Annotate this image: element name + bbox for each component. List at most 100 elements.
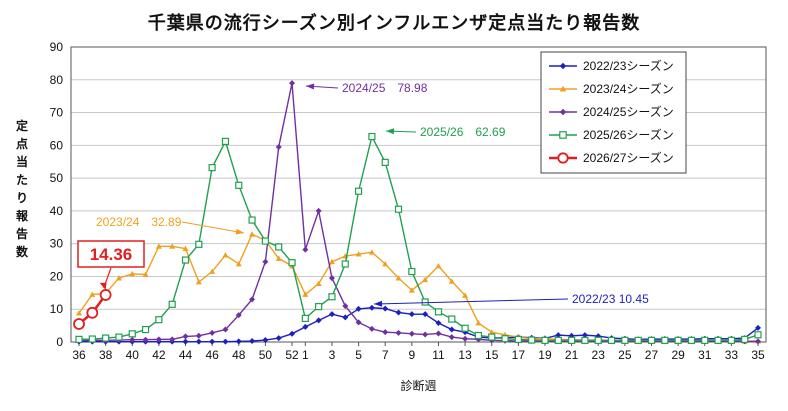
legend-item-1: 2023/24シーズン [549, 81, 674, 96]
data-point [73, 318, 85, 330]
data-point [115, 275, 122, 281]
data-point [741, 335, 749, 343]
data-point [448, 315, 456, 323]
data-point [86, 306, 99, 319]
x-tick-label: 9 [408, 348, 415, 362]
y-tick-label: 20 [50, 269, 64, 283]
data-point [701, 336, 709, 344]
data-point [621, 336, 629, 344]
data-point [368, 325, 375, 332]
data-point [368, 132, 376, 141]
series-0 [76, 304, 761, 345]
legend-marker [559, 131, 567, 139]
legend: 2022/23シーズン 2023/24シーズン 2024/25シーズン 2025/26… [540, 51, 687, 174]
annotation-arrowhead [306, 83, 315, 90]
data-point [328, 258, 335, 265]
data-point [302, 246, 309, 253]
y-tick-label: 50 [50, 171, 64, 185]
annotation-arrowhead [235, 228, 244, 235]
legend-marker [559, 85, 567, 92]
y-axis-label-char: り [16, 191, 28, 205]
data-point [289, 330, 296, 337]
data-point [341, 260, 349, 268]
data-point [235, 181, 243, 189]
y-axis-label-char: 数 [16, 244, 29, 259]
data-point [555, 332, 562, 339]
data-point [195, 332, 202, 339]
data-point [142, 271, 149, 277]
data-point [355, 251, 362, 257]
y-axis-label-char: 定 [16, 118, 28, 133]
x-tick-label: 13 [458, 348, 472, 362]
annotation-label: 2022/23 10.45 [572, 292, 649, 306]
data-point [661, 336, 669, 344]
data-point [448, 326, 455, 333]
x-tick-label: 29 [671, 348, 685, 362]
data-point [395, 275, 402, 281]
data-point [448, 278, 455, 284]
data-point [275, 143, 282, 150]
data-point [275, 335, 282, 342]
annotation-arrowhead [386, 128, 395, 135]
data-point [288, 259, 296, 267]
data-point [302, 291, 309, 297]
data-point [235, 260, 242, 267]
data-point [262, 337, 269, 344]
data-point [435, 319, 442, 326]
annotation-arrow [373, 298, 569, 305]
data-point [755, 338, 761, 345]
data-point [354, 187, 363, 195]
annotation-label: 14.36 [90, 245, 133, 264]
x-tick-label: 19 [538, 348, 552, 362]
y-tick-label: 30 [50, 237, 64, 251]
data-point [581, 336, 589, 344]
x-tick-label: 33 [725, 348, 739, 362]
data-point [727, 336, 735, 344]
data-point [355, 319, 362, 326]
data-point [408, 330, 415, 337]
y-tick-label: 90 [50, 40, 64, 54]
annotation-3: 2022/23 10.45 [373, 292, 649, 307]
y-tick-label: 60 [50, 138, 64, 152]
data-point [435, 330, 442, 337]
x-tick-label: 40 [126, 348, 140, 362]
data-point [129, 336, 136, 343]
data-point [594, 336, 602, 344]
y-axis-ticks: 0 10 20 30 40 50 60 70 80 90 [50, 40, 64, 349]
annotation-arrow [181, 221, 245, 234]
data-point [474, 331, 483, 340]
data-point [129, 270, 136, 277]
data-point [289, 80, 296, 87]
data-point [209, 329, 216, 336]
x-axis-label: 診断週 [400, 378, 436, 393]
data-point [755, 324, 761, 331]
data-point [395, 329, 402, 336]
data-point [501, 335, 509, 343]
data-point [368, 304, 375, 311]
x-tick-label: 46 [205, 348, 219, 362]
data-point [261, 237, 269, 245]
data-point [315, 317, 322, 324]
legend-item-0: 2022/23シーズン [549, 58, 674, 73]
data-point [155, 316, 163, 324]
annotation-label: 2025/26 62.69 [420, 125, 506, 139]
data-point [434, 308, 443, 316]
y-axis-label: 定点当たり報告数 [16, 118, 29, 259]
data-point [355, 305, 362, 312]
data-point [89, 291, 96, 297]
data-point [182, 338, 189, 345]
x-tick-label: 36 [72, 348, 86, 362]
data-point [168, 300, 176, 308]
data-point [222, 326, 229, 333]
legend-item-3: 2025/26シーズン [549, 127, 674, 142]
legend-label: 2023/24シーズン [583, 81, 674, 96]
y-axis-label-char: 点 [16, 136, 28, 151]
data-point [141, 325, 150, 334]
data-point [488, 329, 495, 335]
data-point [687, 336, 696, 344]
x-tick-label: 25 [618, 348, 632, 362]
x-tick-label: 7 [382, 348, 389, 362]
data-point [488, 333, 496, 341]
legend-item-2: 2024/25シーズン [549, 104, 674, 119]
chart-title: 千葉県の流行シーズン別インフルエンザ定点当たり報告数 [147, 13, 641, 34]
